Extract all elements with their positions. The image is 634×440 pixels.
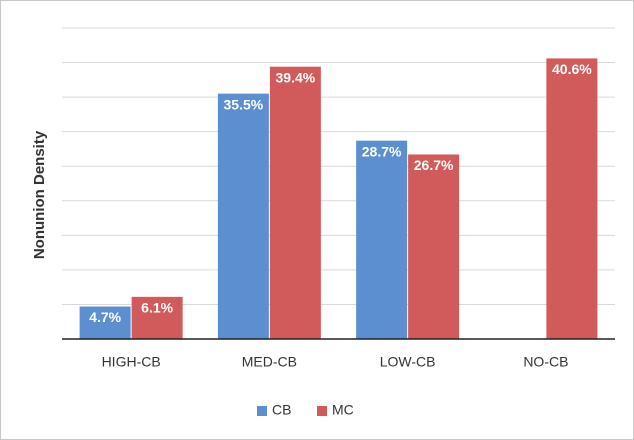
x-tick-label: HIGH-CB (102, 354, 161, 370)
bar (217, 93, 269, 340)
y-axis-label: Nonunion Density (31, 130, 48, 259)
bar (408, 154, 460, 339)
bar (356, 140, 408, 339)
x-tick-label: MED-CB (242, 354, 297, 370)
x-tick-label: NO-CB (523, 354, 568, 370)
bar (546, 58, 598, 340)
bar (79, 306, 131, 339)
legend-label: CB (272, 402, 291, 418)
bar (131, 296, 183, 339)
data-label: 26.7% (414, 157, 454, 173)
legend-swatch (257, 406, 267, 416)
data-label: 28.7% (362, 143, 402, 159)
data-label: 35.5% (224, 96, 264, 112)
data-label: 39.4% (276, 69, 316, 85)
data-label: 6.1% (141, 300, 173, 316)
legend-label: MC (332, 402, 354, 418)
bar (269, 66, 321, 340)
x-tick-label: LOW-CB (380, 354, 436, 370)
data-label: 40.6% (552, 61, 592, 77)
data-label: 4.7% (89, 309, 121, 325)
legend-swatch (317, 406, 327, 416)
